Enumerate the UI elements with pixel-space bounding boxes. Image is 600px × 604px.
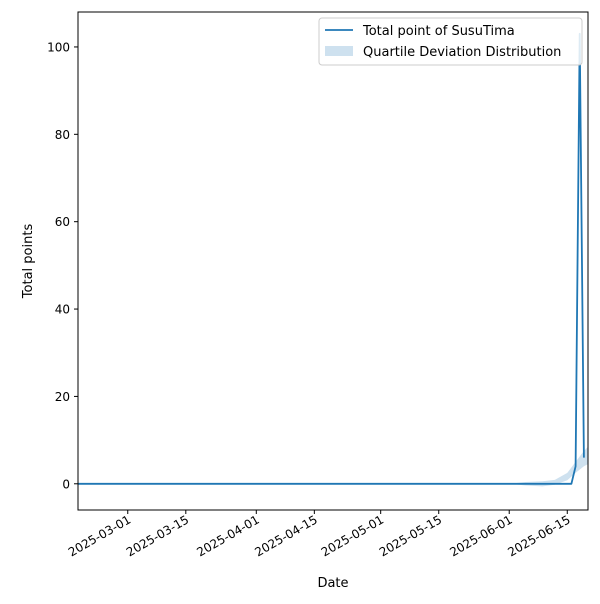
series-line — [78, 32, 585, 485]
y-tick-label: 100 — [47, 40, 70, 54]
y-axis: 0 20 40 60 80 100 — [47, 40, 78, 491]
y-axis-label: Total points — [21, 224, 36, 300]
plot-area — [78, 32, 588, 487]
legend-series-label: Total point of SusuTima — [362, 24, 515, 39]
y-tick-label: 80 — [55, 128, 70, 142]
y-tick-label: 0 — [62, 477, 70, 491]
x-axis-label: Date — [317, 576, 348, 591]
axes-frame — [77, 11, 589, 511]
y-tick-label: 20 — [55, 390, 70, 404]
legend-band-label: Quartile Deviation Distribution — [363, 45, 561, 60]
y-tick-label: 60 — [55, 215, 70, 229]
quartile-band — [509, 446, 588, 487]
legend: Total point of SusuTima Quartile Deviati… — [318, 17, 583, 66]
y-tick-label: 40 — [55, 303, 70, 317]
legend-band-swatch — [325, 46, 353, 56]
legend-box — [318, 17, 583, 66]
